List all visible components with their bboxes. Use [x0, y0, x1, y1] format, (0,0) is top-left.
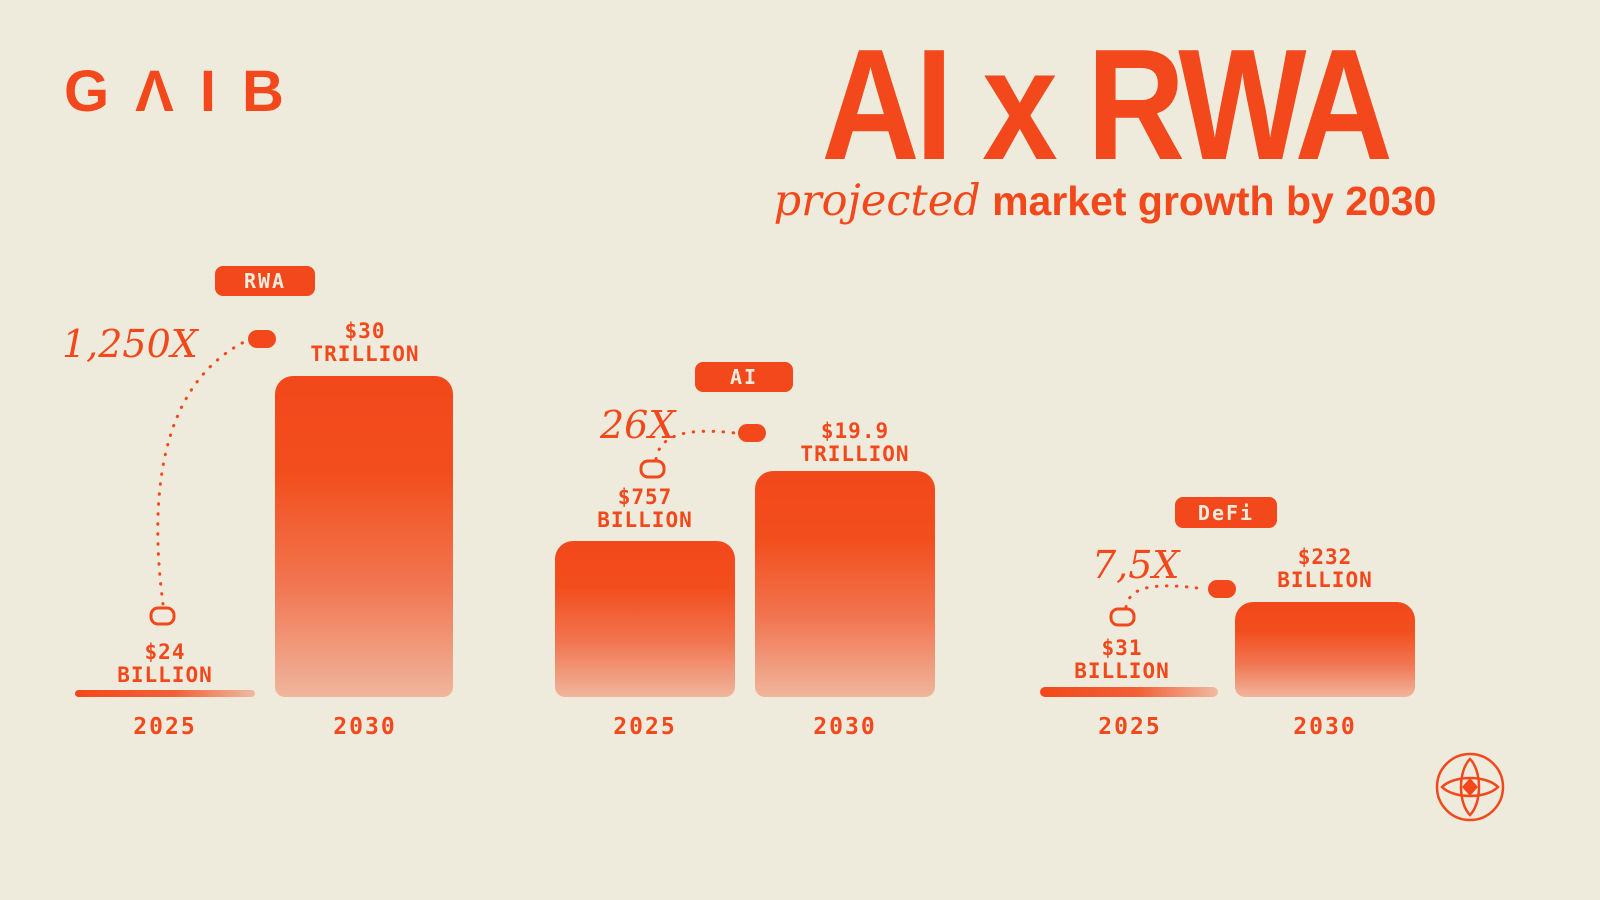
year-label-rwa-2025: 2025 [133, 714, 197, 740]
value-line: BILLION [1277, 568, 1373, 592]
value-line: TRILLION [310, 342, 420, 366]
arc-end-pill-defi [1208, 580, 1236, 598]
arc-start-ring-ai [639, 459, 666, 479]
value-line: TRILLION [800, 442, 910, 466]
bar-defi-2025 [1040, 687, 1218, 697]
ornament-center-diamond [1462, 778, 1478, 796]
value-line: BILLION [1074, 659, 1170, 683]
page-subtitle: projected market growth by 2030 [725, 176, 1485, 226]
value-line: BILLION [597, 508, 693, 532]
year-label-ai-2030: 2030 [813, 714, 877, 740]
value-label-ai-2025: $757 BILLION [555, 486, 735, 532]
ornament-petal-vertical [1459, 757, 1481, 817]
bar-rwa-2030 [275, 376, 453, 697]
value-line: BILLION [117, 663, 213, 687]
value-label-rwa-2025: $24 BILLION [75, 641, 255, 687]
logo-letter: B [241, 59, 310, 124]
badge-defi: DeFi [1175, 497, 1277, 528]
year-label-rwa-2030: 2030 [333, 714, 397, 740]
ornament-circle [1435, 752, 1505, 822]
year-label-defi-2025: 2025 [1098, 714, 1162, 740]
value-line: $232 [1297, 545, 1353, 569]
subtitle-rest: market growth by 2030 [980, 178, 1437, 224]
subtitle-emphasis: projected [773, 176, 981, 226]
bar-ai-2025 [555, 541, 735, 697]
arc-start-ring-rwa [149, 606, 176, 626]
value-line: $757 [617, 485, 673, 509]
bar-defi-2030 [1235, 602, 1415, 697]
logo-letter: G [64, 59, 136, 124]
growth-arc-rwa [156, 340, 246, 606]
year-label-defi-2030: 2030 [1293, 714, 1357, 740]
bar-ai-2030 [755, 471, 935, 697]
multiplier-defi: 7,5X [1092, 543, 1180, 587]
multiplier-rwa: 1,250X [62, 322, 198, 366]
page-title: AI x RWA [821, 17, 1392, 193]
logo-letter: Λ [135, 59, 200, 124]
ornament-petal-horizontal [1440, 776, 1500, 798]
bar-rwa-2025 [75, 690, 255, 697]
value-label-ai-2030: $19.9 TRILLION [760, 420, 950, 466]
year-label-ai-2025: 2025 [613, 714, 677, 740]
growth-arc-defi [1124, 584, 1207, 609]
gaib-logo: GΛIB [64, 58, 310, 125]
value-label-defi-2030: $232 BILLION [1235, 546, 1415, 592]
multiplier-ai: 26X [600, 403, 676, 447]
badge-ai: AI [695, 362, 793, 392]
arc-end-pill-rwa [248, 330, 276, 348]
arc-start-ring-defi [1109, 607, 1136, 627]
value-line: $30 [344, 319, 386, 343]
logo-letter: I [199, 59, 242, 124]
badge-rwa: RWA [215, 266, 315, 296]
value-label-rwa-2030: $30 TRILLION [275, 320, 455, 366]
value-line: $31 [1101, 636, 1143, 660]
value-label-defi-2025: $31 BILLION [1032, 637, 1212, 683]
ornament-logo-icon [1435, 752, 1505, 822]
value-line: $19.9 [820, 419, 890, 443]
value-line: $24 [144, 640, 186, 664]
